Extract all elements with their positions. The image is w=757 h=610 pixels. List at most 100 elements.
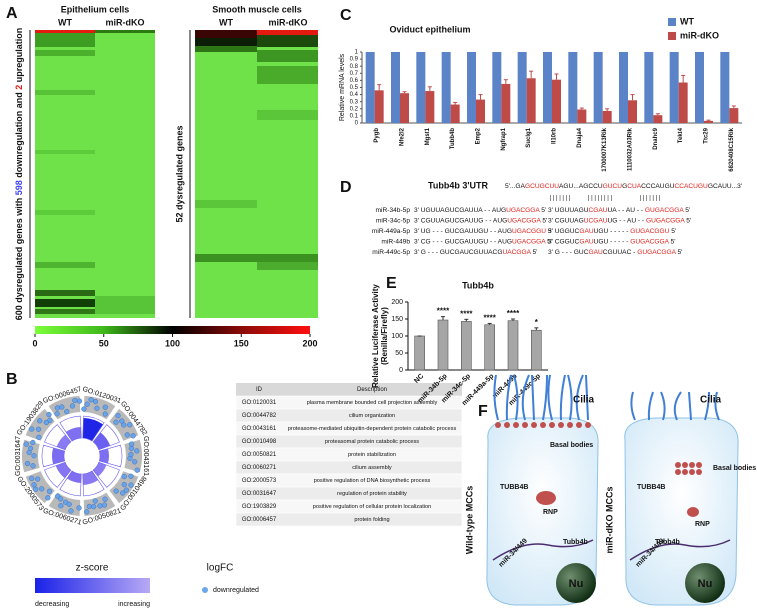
table-cell: GO:2000573	[242, 478, 277, 484]
y-tick-label: 200	[391, 299, 403, 306]
significance-mark: *	[535, 318, 539, 327]
bar	[437, 319, 449, 371]
gene-dot	[134, 448, 140, 454]
table-row-bg	[235, 512, 463, 527]
gene-dot	[127, 422, 133, 428]
column-label: WT	[219, 17, 233, 27]
text-segment: 3' G - - - GUC	[548, 249, 589, 256]
panel-letter: B	[6, 371, 18, 388]
rnp	[536, 491, 556, 505]
text-segment: GUGACGGA	[646, 217, 685, 224]
cilium	[630, 391, 636, 421]
gene-dot	[29, 475, 35, 482]
cilium	[647, 391, 654, 421]
mirna-name: miR-34c-5p	[376, 217, 410, 224]
gene-dot	[124, 432, 130, 438]
gene-dot	[123, 487, 129, 493]
zscore-bar	[67, 470, 82, 483]
table-cell: GO:0006457	[242, 517, 277, 523]
bar	[593, 52, 603, 123]
significance-mark: ****	[507, 309, 520, 318]
cilium	[567, 374, 573, 421]
bar	[467, 52, 476, 123]
gene-dot	[94, 405, 100, 411]
cilium	[585, 374, 589, 421]
bar	[414, 335, 425, 371]
bar	[704, 120, 713, 123]
basal-body	[682, 462, 688, 468]
basal-body	[504, 422, 510, 428]
bar	[619, 52, 628, 123]
protein-label: TUBB4B	[500, 484, 528, 491]
bar	[492, 52, 502, 123]
zscore-bar	[56, 434, 71, 450]
gene-dot	[128, 441, 135, 447]
gene-dot	[128, 451, 134, 457]
bar	[374, 90, 384, 123]
basal-body	[689, 462, 695, 468]
gene-dot	[54, 411, 60, 417]
text-segment: upregulation	[14, 28, 24, 85]
gene-dot	[92, 498, 98, 504]
gene-dot	[101, 502, 108, 508]
legend-label: decreasing	[35, 601, 69, 608]
text-segment: 600 dysregulated genes with	[14, 195, 24, 320]
gene-dot	[45, 495, 51, 501]
row-axis-label: 52 dysregulated genes	[174, 125, 184, 222]
y-tick-label: 0	[399, 367, 403, 374]
mirna-sequence: 3' G - - - GUCGAUCGUUAC - GUGACGGA 5'	[548, 249, 682, 256]
gene-dot	[54, 405, 60, 411]
text-segment: 5'	[545, 238, 552, 245]
y-tick-label: 0.6	[350, 78, 359, 84]
gene-dot	[46, 488, 53, 494]
cilia-label: Cilia	[700, 395, 722, 406]
basal-body	[495, 422, 501, 428]
nucleus-label: Nu	[698, 578, 713, 590]
table-cell: positive regulation of DNA biosynthetic …	[314, 478, 431, 484]
cilia-label: Cilia	[573, 395, 595, 406]
bar	[695, 52, 704, 123]
basal-body	[675, 469, 681, 475]
text-segment: 2	[14, 85, 24, 90]
row-axis-label: 600 dysregulated genes with 598 downregu…	[14, 28, 24, 321]
mirna-sequence: 3' UGUUAGUCGAUUA - - AU - - GUGACGGA 5'	[548, 207, 690, 214]
text-segment: 3' G - - - GUCGAUCGUUACG	[414, 249, 502, 256]
x-tick-label: 6820408C15Rik	[729, 127, 735, 171]
text-segment: G	[622, 183, 627, 190]
legend-label: downregulated	[213, 587, 259, 594]
gene-dot	[37, 418, 43, 424]
table-cell: protein stabilization	[348, 452, 396, 458]
x-tick-label: 1700007K13Rik	[602, 127, 608, 171]
mrna-label: Tubb4b	[563, 539, 588, 546]
gene-dot	[128, 482, 134, 488]
y-tick-label: 0.9	[350, 57, 359, 63]
bar	[416, 52, 426, 123]
x-tick-label: Tubb4b	[450, 128, 456, 150]
gene-dot	[57, 496, 64, 502]
table-header-bg	[236, 383, 462, 396]
mirna-sequence: 3' UG - - - GUCGAUUGU - - AUGUGACGGU 5'	[414, 228, 553, 235]
text-segment: 5'...GA	[505, 183, 526, 190]
bar	[552, 79, 561, 123]
bar	[517, 52, 527, 123]
bar	[653, 115, 663, 123]
table-cell: regulation of protein stability	[337, 491, 407, 497]
gene-dot	[58, 503, 64, 509]
basal-label: Basal bodies	[713, 465, 756, 472]
bar	[450, 104, 460, 123]
basal-label: Basal bodies	[550, 442, 593, 449]
basal-body	[513, 422, 519, 428]
zscore-frame	[92, 461, 120, 488]
bar	[484, 324, 495, 371]
column-label: miR-dKO	[269, 17, 308, 27]
gene-dot	[24, 460, 31, 467]
table-cell: GO:0010498	[242, 439, 277, 445]
bar	[461, 321, 472, 371]
gene-dot	[134, 467, 140, 473]
gene-dot	[120, 490, 126, 496]
legend-title: logFC	[207, 563, 234, 574]
gene-dot	[91, 504, 97, 510]
bar	[678, 82, 688, 123]
table-cell: GO:0031647	[242, 491, 277, 497]
go-label: GO:0031647	[15, 436, 22, 476]
